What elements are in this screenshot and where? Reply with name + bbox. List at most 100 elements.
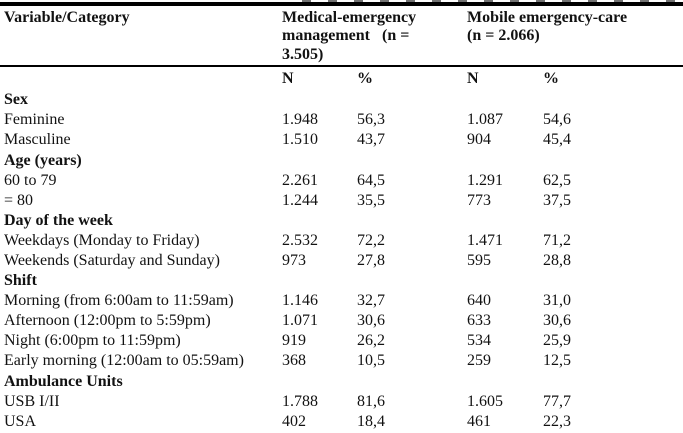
cell-value: 368: [282, 352, 306, 370]
row-label: 60 to 79: [4, 171, 57, 189]
column-header-variable-category: Variable/Category: [4, 9, 130, 26]
table-row: 60 to 79 2.261 64,5 1.291 62,5: [0, 171, 683, 191]
table-body: Sex Feminine 1.948 56,3 1.087 54,6 Masculine 1.…: [0, 90, 683, 432]
table-top-border: [0, 2, 683, 6]
cell-value: 534: [467, 332, 491, 350]
cell-value: 64,5: [357, 171, 385, 189]
cell-value: 37,5: [543, 191, 571, 209]
cell-value: [277, 211, 352, 231]
row-label: Sex: [4, 91, 28, 109]
table-row: Night (6:00pm to 11:59pm) 919 26,2 534 25,9: [0, 331, 683, 351]
cell-value: 773: [467, 191, 491, 209]
table-row: Weekends (Saturday and Sunday) 973 27,8 595…: [0, 251, 683, 271]
cell-value: [352, 90, 462, 110]
cell-value: [352, 211, 462, 231]
table-header-row: Variable/Category Medical-emergency mana…: [0, 6, 683, 65]
cell-value: [352, 271, 462, 291]
cell-value: 35,5: [357, 191, 385, 209]
row-label: = 80: [4, 191, 34, 209]
table-row: USB I/II 1.788 81,6 1.605 77,7: [0, 392, 683, 412]
cell-value: [538, 372, 683, 392]
subheader-n-medical: N: [282, 70, 294, 88]
row-label: USB I/II: [4, 392, 60, 410]
row-label: Morning (from 6:00am to 11:59am): [4, 292, 234, 310]
subheader-n-mobile: N: [467, 70, 479, 88]
row-label: Day of the week: [4, 211, 113, 229]
cell-value: 27,8: [357, 251, 385, 269]
cell-value: [277, 271, 352, 291]
cell-value: 1.471: [467, 231, 503, 249]
cell-value: 22,3: [543, 412, 571, 430]
cell-value: [352, 151, 462, 171]
cell-value: 1.788: [282, 392, 318, 410]
cell-value: [462, 372, 538, 392]
cell-value: 919: [282, 332, 306, 350]
cell-value: [538, 151, 683, 171]
row-label: Afternoon (12:00pm to 5:59pm): [4, 312, 211, 330]
cell-value: 2.261: [282, 171, 318, 189]
cell-value: 904: [467, 131, 491, 149]
subheader-pct-mobile: %: [543, 70, 559, 88]
cell-value: [538, 271, 683, 291]
table-row: Weekdays (Monday to Friday) 2.532 72,2 1.47…: [0, 231, 683, 251]
cell-value: [462, 90, 538, 110]
row-label: Shift: [4, 272, 37, 290]
cell-value: 62,5: [543, 171, 571, 189]
cell-value: [277, 151, 352, 171]
cell-value: 45,4: [543, 131, 571, 149]
cell-value: 56,3: [357, 111, 385, 129]
cell-value: 633: [467, 312, 491, 330]
table-subheader-row: N % N %: [0, 67, 683, 90]
cell-value: [462, 211, 538, 231]
cell-value: 10,5: [357, 352, 385, 370]
cell-value: 31,0: [543, 292, 571, 310]
row-label: USA: [4, 412, 37, 430]
cell-value: 595: [467, 251, 491, 269]
cell-value: 1.071: [282, 312, 318, 330]
cell-value: 28,8: [543, 251, 571, 269]
header-divider-rule: [0, 65, 683, 68]
cell-value: 402: [282, 412, 306, 430]
cell-value: 30,6: [543, 312, 571, 330]
row-label: Night (6:00pm to 11:59pm): [4, 332, 181, 350]
row-label: Weekends (Saturday and Sunday): [4, 251, 220, 269]
cell-value: 1.948: [282, 111, 318, 129]
cell-value: [538, 211, 683, 231]
table-row: Afternoon (12:00pm to 5:59pm) 1.071 30,6 63…: [0, 311, 683, 331]
cell-value: 1.244: [282, 191, 318, 209]
section-row: Shift: [0, 271, 683, 291]
cell-value: [277, 90, 352, 110]
cell-value: [277, 372, 352, 392]
cell-value: [462, 151, 538, 171]
cell-value: 2.532: [282, 231, 318, 249]
table-row: Feminine 1.948 56,3 1.087 54,6: [0, 110, 683, 130]
cell-value: 640: [467, 292, 491, 310]
cell-value: 1.291: [467, 171, 503, 189]
cell-value: 54,6: [543, 111, 571, 129]
row-label: Ambulance Units: [4, 372, 123, 390]
cell-value: 973: [282, 251, 306, 269]
cell-value: 71,2: [543, 231, 571, 249]
cell-value: 12,5: [543, 352, 571, 370]
cell-value: 1.146: [282, 292, 318, 310]
table-row: USA 402 18,4 461 22,3: [0, 412, 683, 432]
cell-value: 32,7: [357, 292, 385, 310]
cell-value: 72,2: [357, 231, 385, 249]
column-header-medical-emergency-management: Medical-emergency management (n = 3.505): [282, 9, 417, 63]
table-row: Masculine 1.510 43,7 904 45,4: [0, 130, 683, 150]
row-label: Age (years): [4, 151, 82, 169]
table-row: Morning (from 6:00am to 11:59am) 1.146 32,…: [0, 291, 683, 311]
cell-value: [538, 90, 683, 110]
cell-value: [352, 372, 462, 392]
cell-value: 1.087: [467, 111, 503, 129]
cell-value: 26,2: [357, 332, 385, 350]
cell-value: 43,7: [357, 131, 385, 149]
row-label: Masculine: [4, 131, 71, 149]
section-row: Ambulance Units: [0, 372, 683, 392]
cell-value: 18,4: [357, 412, 385, 430]
cell-value: 77,7: [543, 392, 571, 410]
section-row: Day of the week: [0, 211, 683, 231]
cell-value: 1.605: [467, 392, 503, 410]
cell-value: [462, 271, 538, 291]
